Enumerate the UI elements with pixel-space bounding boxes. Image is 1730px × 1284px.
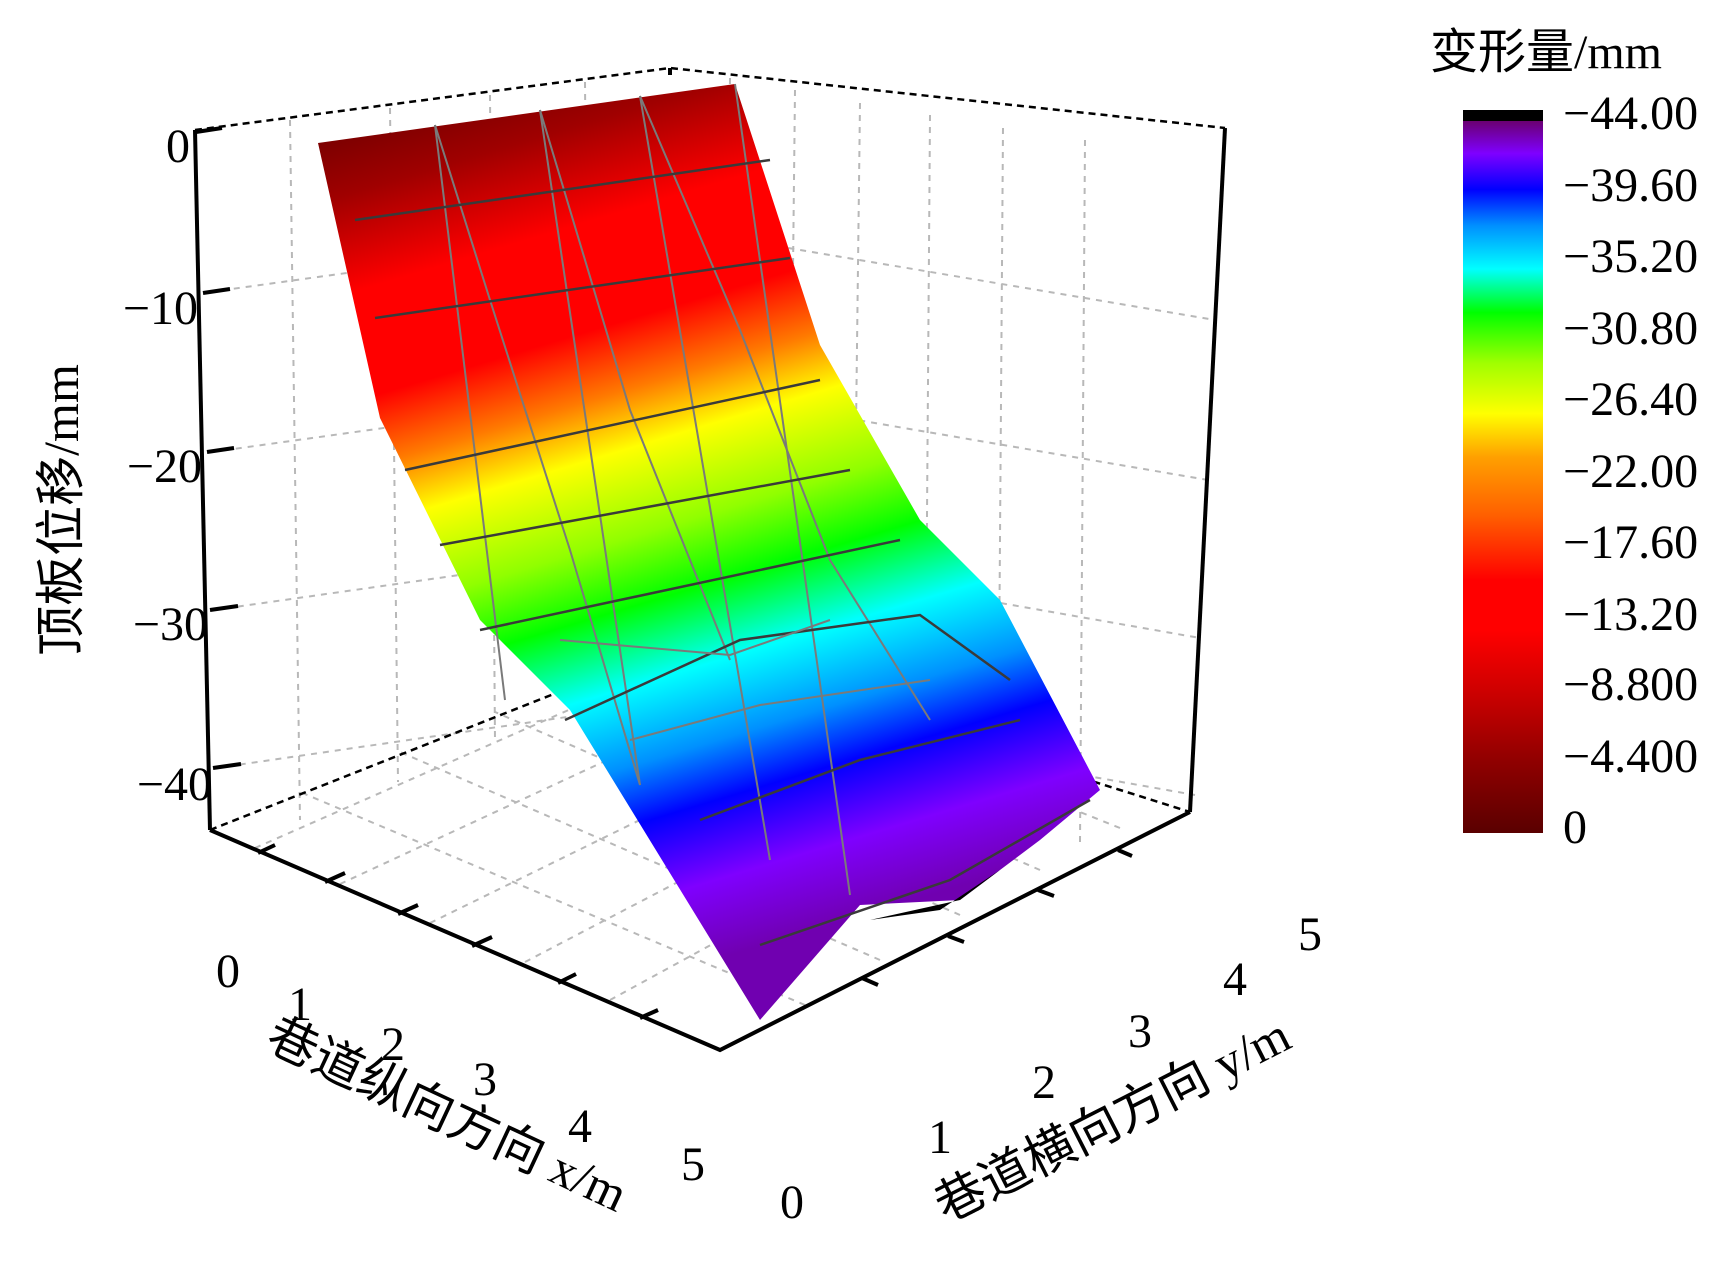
colorbar-tick-1: −39.60	[1563, 159, 1698, 212]
x-tick-0: 0	[216, 945, 240, 998]
y-tick-4: 4	[1223, 953, 1247, 1006]
y-axis-title: 巷道横向方向 y/m	[926, 1006, 1299, 1233]
colorbar: 变形量/mm −44.00 −39.60 −35.20 −30.80 −26.4…	[1430, 26, 1698, 854]
x-tick-3: 3	[473, 1053, 497, 1106]
z-axis-title: 顶板位移/mm	[33, 364, 89, 656]
colorbar-tick-7: −13.20	[1563, 588, 1698, 641]
y-tick-0: 0	[780, 1176, 804, 1229]
x-axis-ticks	[257, 843, 659, 1020]
x-tick-labels: 0 1 2 3 4 5	[216, 945, 705, 1191]
y-tick-5: 5	[1298, 908, 1322, 961]
y-axis-ticks	[861, 848, 1133, 987]
colorbar-tick-4: −26.40	[1563, 373, 1698, 426]
colorbar-tick-0: −44.00	[1563, 87, 1698, 140]
z-tick-labels: 0 −10 −20 −30 −40	[123, 120, 212, 811]
colorbar-tick-2: −35.20	[1563, 230, 1698, 283]
surface	[318, 83, 1100, 1020]
colorbar-gradient	[1463, 110, 1543, 833]
colorbar-tick-9: −4.400	[1563, 730, 1698, 783]
z-tick-4: −40	[137, 758, 212, 811]
z-tick-3: −30	[133, 598, 208, 651]
colorbar-tick-10: 0	[1563, 801, 1587, 854]
z-tick-1: −10	[123, 282, 198, 335]
colorbar-title: 变形量/mm	[1430, 26, 1662, 79]
x-tick-5: 5	[681, 1138, 705, 1191]
x-tick-1: 1	[288, 978, 312, 1031]
y-tick-3: 3	[1128, 1005, 1152, 1058]
x-tick-2: 2	[381, 1018, 405, 1071]
z-tick-2: −20	[127, 440, 202, 493]
y-tick-labels: 0 1 2 3 4 5	[780, 908, 1322, 1229]
z-tick-0: 0	[166, 120, 190, 173]
colorbar-tick-6: −17.60	[1563, 516, 1698, 569]
z-axis-ticks	[195, 126, 242, 770]
colorbar-tick-8: −8.800	[1563, 658, 1698, 711]
x-tick-4: 4	[568, 1100, 592, 1153]
colorbar-tick-3: −30.80	[1563, 302, 1698, 355]
y-tick-1: 1	[928, 1111, 952, 1164]
y-tick-2: 2	[1032, 1056, 1056, 1109]
colorbar-tick-5: −22.00	[1563, 445, 1698, 498]
